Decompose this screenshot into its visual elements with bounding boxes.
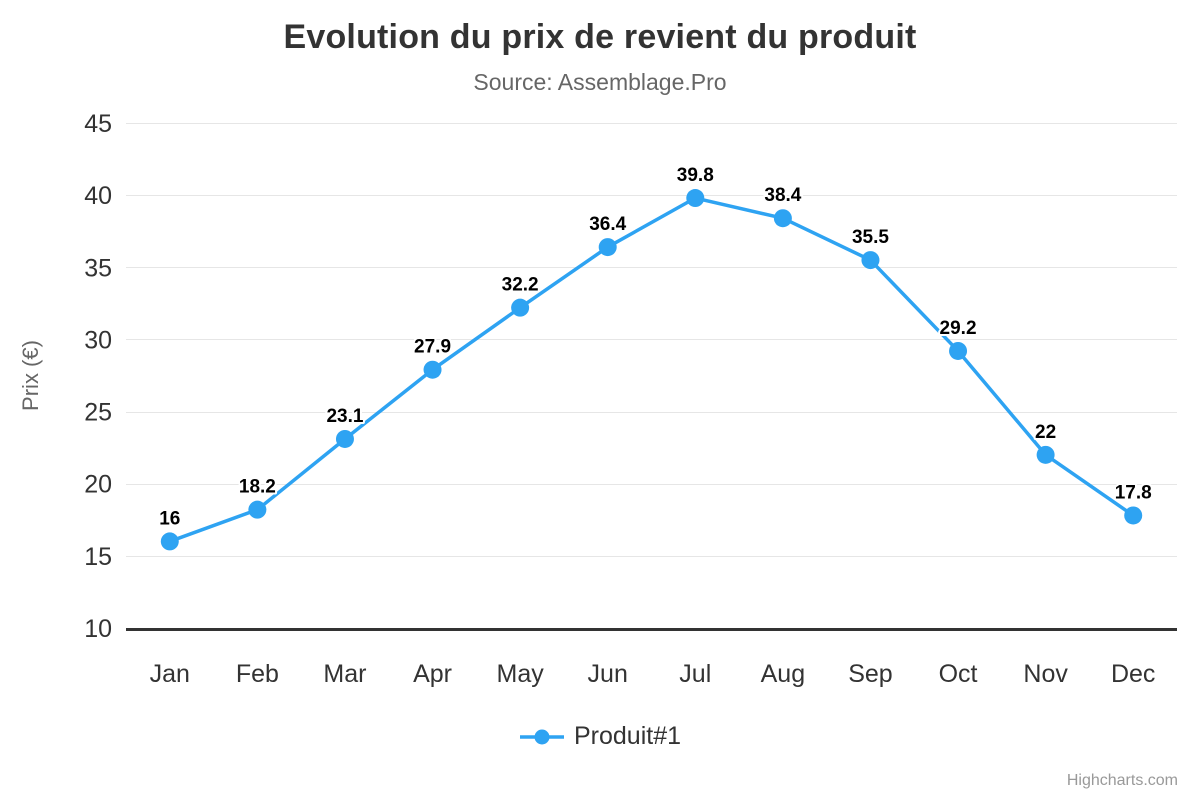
data-point-dec[interactable] — [1124, 506, 1143, 525]
y-tick-label: 35 — [84, 254, 112, 282]
data-label: 29.2 — [940, 318, 977, 339]
x-tick-label: Jan — [150, 660, 190, 688]
data-label: 32.2 — [502, 275, 539, 296]
data-label: 23.1 — [326, 406, 363, 427]
data-point-mar[interactable] — [335, 429, 354, 448]
data-point-oct[interactable] — [949, 341, 968, 360]
y-tick-label: 40 — [84, 182, 112, 210]
data-point-sep[interactable] — [861, 251, 880, 270]
y-tick-label: 20 — [84, 471, 112, 499]
x-tick-label: Dec — [1111, 660, 1155, 688]
x-tick-label: Apr — [413, 660, 452, 688]
series-line — [168, 196, 1135, 544]
data-label: 27.9 — [414, 337, 451, 358]
x-tick-label: Feb — [236, 660, 279, 688]
data-label: 36.4 — [589, 214, 626, 235]
data-label: 38.4 — [764, 185, 801, 206]
data-point-jan[interactable] — [160, 532, 179, 551]
data-label: 16 — [159, 508, 180, 529]
legend-item-produit1[interactable]: Produit#1 — [0, 722, 1200, 751]
y-tick-label: 30 — [84, 326, 112, 354]
y-tick-label: 15 — [84, 543, 112, 571]
x-tick-label: Jun — [588, 660, 628, 688]
data-label: 18.2 — [239, 477, 276, 498]
chart-subtitle: Source: Assemblage.Pro — [473, 69, 727, 95]
x-tick-label: Aug — [761, 660, 805, 688]
legend-marker-icon — [519, 729, 564, 744]
x-tick-label: May — [497, 660, 545, 688]
chart-title: Evolution du prix de revient du produit — [283, 18, 917, 56]
data-point-may[interactable] — [511, 298, 530, 317]
data-label: 22 — [1035, 422, 1056, 443]
data-label: 35.5 — [852, 227, 889, 248]
data-point-aug[interactable] — [773, 209, 792, 228]
y-tick-label: 10 — [84, 615, 112, 643]
highcharts-credits-link[interactable]: Highcharts.com — [1066, 772, 1178, 789]
data-point-apr[interactable] — [423, 360, 442, 379]
data-label: 39.8 — [677, 165, 714, 186]
data-point-nov[interactable] — [1036, 445, 1055, 464]
x-tick-label: Oct — [939, 660, 978, 688]
y-tick-label: 45 — [84, 110, 112, 138]
data-point-jun[interactable] — [598, 238, 617, 257]
x-tick-label: Jul — [679, 660, 711, 688]
data-label: 17.8 — [1115, 482, 1152, 503]
data-point-jul[interactable] — [686, 189, 705, 208]
legend-label: Produit#1 — [573, 722, 682, 750]
x-tick-label: Mar — [323, 660, 366, 688]
data-point-feb[interactable] — [248, 500, 267, 519]
x-tick-label: Sep — [848, 660, 892, 688]
x-tick-label: Nov — [1023, 660, 1068, 688]
y-tick-label: 25 — [84, 399, 112, 427]
y-axis-title: Prix (€) — [18, 340, 43, 411]
